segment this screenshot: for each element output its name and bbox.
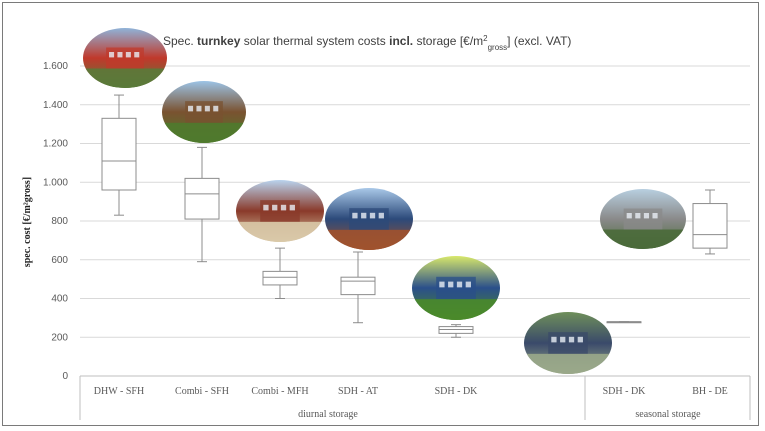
photo-ground: [325, 229, 413, 250]
box-7: [692, 189, 728, 255]
iqr-box: [692, 203, 728, 249]
solar-field-dk-photo: [412, 256, 500, 320]
photo-window: [635, 213, 641, 219]
photo-ground: [162, 122, 246, 143]
photo-window: [456, 281, 463, 288]
photo-window: [272, 204, 278, 211]
photo-window: [465, 281, 471, 288]
group-label: seasonal storage: [635, 409, 701, 420]
box-6: [606, 321, 642, 324]
y-tick-label: 1.200: [43, 139, 68, 150]
photo-building: [185, 101, 223, 123]
photo-ground: [412, 299, 500, 320]
photo-window: [551, 336, 557, 343]
photo-window: [109, 52, 115, 58]
photo-window: [352, 212, 358, 219]
photo-building: [436, 276, 476, 300]
y-tick-label: 0: [62, 371, 68, 382]
sfh-house-photo: [83, 28, 167, 88]
chart-title: Spec. turnkey solar thermal system costs…: [163, 34, 571, 52]
box-2: [184, 146, 220, 263]
photo-window: [626, 213, 632, 219]
mfh-rowhouse-photo: [236, 180, 324, 242]
box-5: [438, 324, 474, 338]
x-tick-label: Combi - MFH: [251, 386, 308, 397]
x-tick-label: Combi - SFH: [175, 386, 229, 397]
photo-window: [560, 336, 566, 343]
box-3: [262, 247, 298, 299]
photo-window: [369, 212, 376, 219]
y-tick-label: 800: [51, 216, 68, 227]
photo-window: [439, 281, 445, 288]
photo-window: [213, 105, 219, 112]
photo-ground: [236, 221, 324, 242]
photo-window: [125, 52, 131, 58]
photo-window: [117, 52, 123, 58]
group-label: diurnal storage: [298, 409, 358, 420]
x-tick-label: SDH - AT: [338, 386, 378, 397]
x-tick-label: DHW - SFH: [94, 386, 144, 397]
x-tick-label: SDH - DK: [435, 386, 479, 397]
photo-window: [188, 105, 194, 112]
photo-window: [448, 281, 454, 288]
box-4: [340, 251, 376, 324]
y-tick-label: 1.000: [43, 177, 68, 188]
iqr-box: [184, 177, 220, 220]
photo-building: [349, 208, 389, 230]
photo-building: [260, 200, 300, 222]
photo-window: [643, 213, 650, 219]
photo-ground: [524, 353, 612, 374]
seasonal-field-aerial-photo: [524, 312, 612, 374]
photo-window: [134, 52, 140, 58]
photo-window: [378, 212, 384, 219]
x-tick-label: SDH - DK: [603, 386, 647, 397]
iqr-box: [101, 117, 137, 191]
photo-building: [623, 208, 663, 230]
photo-ground: [83, 68, 167, 88]
photo-window: [204, 105, 210, 112]
iqr-box: [262, 270, 298, 286]
wooden-house-photo: [162, 81, 246, 143]
building-complex-photo: [600, 189, 686, 249]
photo-window: [652, 213, 658, 219]
photo-ground: [600, 229, 686, 249]
photo-window: [196, 105, 202, 112]
photo-window: [361, 212, 367, 219]
photo-window: [289, 204, 295, 211]
box-1: [101, 94, 137, 216]
photo-window: [263, 204, 269, 211]
y-tick-label: 400: [51, 294, 68, 305]
y-tick-label: 1.600: [43, 61, 68, 72]
y-tick-label: 200: [51, 332, 68, 343]
photo-window: [568, 336, 575, 343]
y-tick-label: 1.400: [43, 100, 68, 111]
photo-building: [548, 332, 588, 354]
y-axis-label: spec. cost [€/m²gross]: [22, 177, 33, 267]
y-tick-label: 600: [51, 255, 68, 266]
iqr-box: [340, 276, 376, 296]
photo-window: [280, 204, 287, 211]
solar-barn-photo: [325, 188, 413, 250]
photo-window: [577, 336, 583, 343]
x-tick-label: BH - DE: [692, 386, 728, 397]
photo-building: [106, 47, 144, 69]
